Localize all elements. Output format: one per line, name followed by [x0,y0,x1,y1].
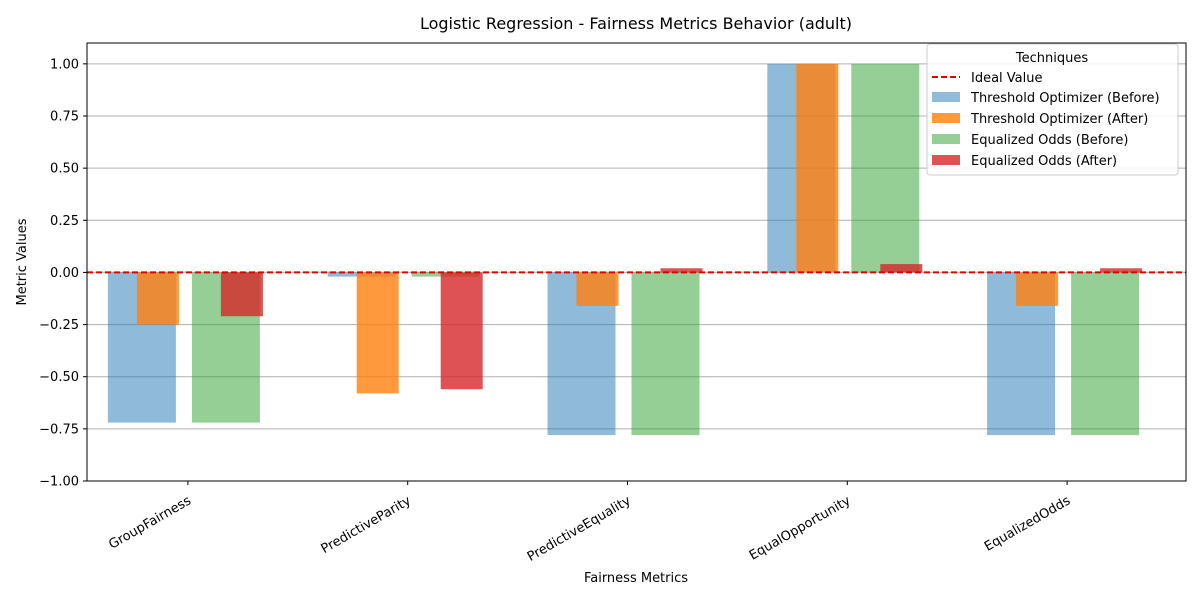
bar-EqualOpportunity-series-3 [880,264,923,273]
x-tick-label: EqualOpportunity [747,493,854,563]
legend-swatch [932,155,960,165]
bar-PredictiveEquality-series-2 [631,272,700,436]
x-tick-label: EqualizedOdds [982,493,1073,554]
bar-EqualOpportunity-series-1 [796,63,839,273]
bar-EqualizedOdds-series-1 [1016,272,1059,306]
bars [107,63,1143,436]
legend-label: Threshold Optimizer (After) [970,112,1148,127]
y-axis: −1.00 −0.75 −0.50 −0.25 0.00 0.25 0.50 0.75 1.00 [39,57,87,490]
bar-GroupFairness-series-1 [136,272,179,325]
plot-frame [86,42,1187,482]
legend-ideal-label: Ideal Value [971,71,1043,86]
y-tick-label: 0.25 [50,214,79,229]
legend: Techniques Ideal Value Threshold Optimiz… [926,43,1179,176]
x-tick-label: GroupFairness [106,493,194,552]
legend-title: Techniques [1015,51,1088,66]
bar-EqualizedOdds-series-3 [1100,268,1143,273]
legend-swatch [932,92,960,102]
bar-GroupFairness-series-3 [220,272,263,317]
y-tick-label: −0.25 [39,318,79,333]
x-tick-label: PredictiveEquality [525,493,634,565]
legend-label: Threshold Optimizer (Before) [970,91,1160,106]
x-axis-label: Fairness Metrics [584,571,688,586]
bar-PredictiveParity-series-1 [356,272,399,394]
y-tick-label: −1.00 [39,475,79,490]
y-tick-label: −0.50 [39,370,79,385]
y-tick-label: 1.00 [50,57,79,72]
y-tick-label: 0.50 [50,162,79,177]
bar-EqualOpportunity-series-2 [851,63,920,273]
y-tick-label: 0.75 [50,110,79,125]
bar-PredictiveEquality-series-3 [660,268,703,273]
y-axis-label: Metric Values [15,218,30,305]
bar-PredictiveParity-series-3 [440,272,483,390]
x-tick-label: PredictiveParity [319,493,414,557]
chart-title: Logistic Regression - Fairness Metrics B… [420,14,852,33]
bar-PredictiveEquality-series-1 [576,272,619,306]
x-axis: GroupFairness PredictiveParity PredictiveE… [106,481,1073,565]
legend-frame [926,43,1179,176]
legend-swatch [932,134,960,144]
legend-swatch [932,113,960,123]
bar-EqualizedOdds-series-2 [1071,272,1140,436]
y-tick-label: −0.75 [39,422,79,437]
legend-label: Equalized Odds (Before) [971,133,1128,148]
legend-label: Equalized Odds (After) [971,154,1117,169]
y-tick-label: 0.00 [50,266,79,281]
